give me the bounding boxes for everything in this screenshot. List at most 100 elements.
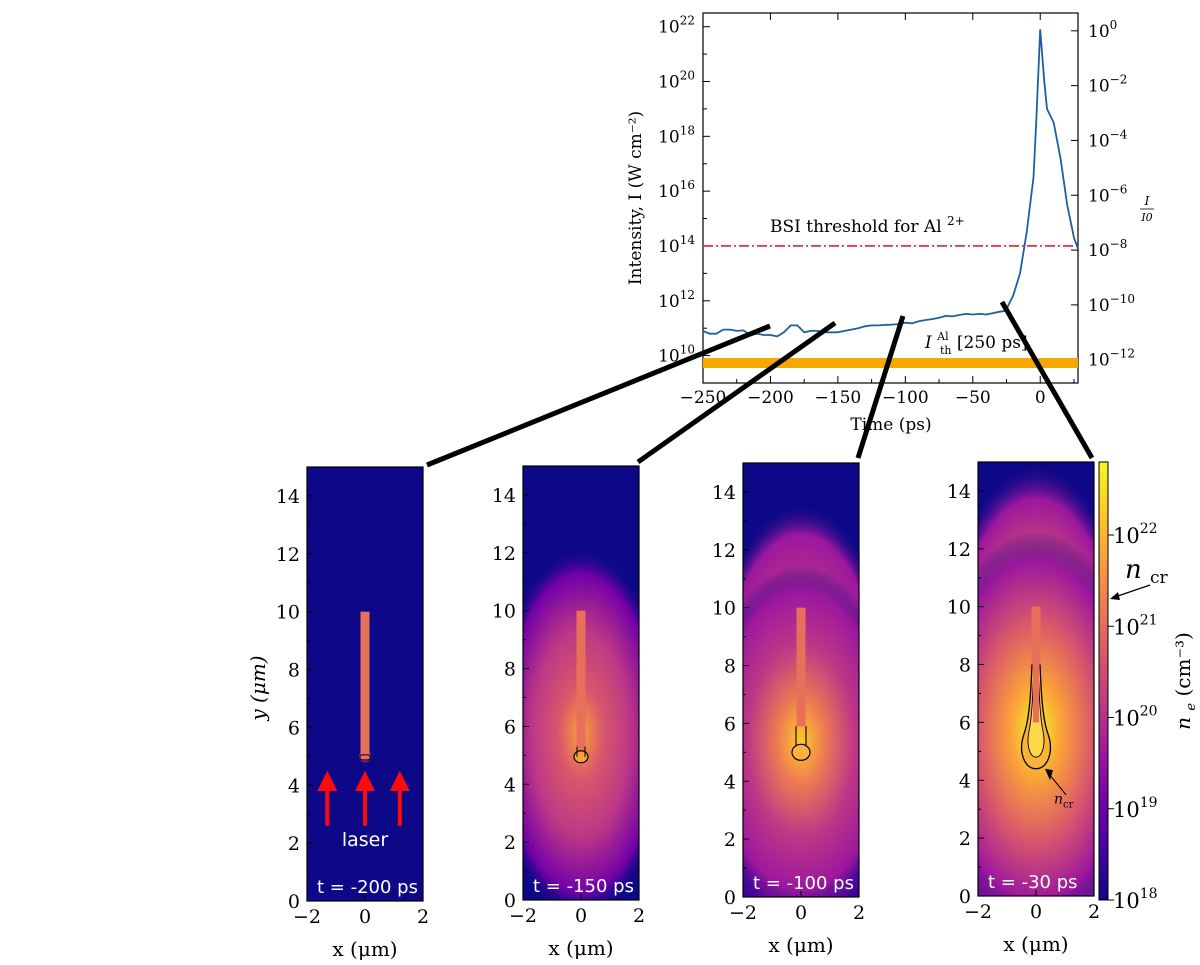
- top-x-tick-label: 0: [1035, 388, 1046, 408]
- panel-x-tick-label: −2: [509, 905, 537, 927]
- connector-line-2: [636, 320, 837, 465]
- laser-label: laser: [342, 829, 389, 851]
- contour-pointer-head: [1045, 768, 1053, 781]
- tick-base: 10: [1088, 296, 1110, 316]
- threshold-label-sup: Al: [936, 330, 949, 343]
- panel-time-label: t = -150 ps: [533, 876, 634, 897]
- tick-exponent: 22: [1140, 521, 1158, 537]
- tick-base: 10: [658, 127, 680, 147]
- tick-base: 10: [1088, 186, 1110, 206]
- colorbar-label-sub: e: [1184, 703, 1199, 711]
- colorbar-label-units: (cm⁻³): [1171, 632, 1195, 696]
- top-y2-tick-label: 10−12: [1088, 347, 1135, 371]
- top-y-tick-label: 1022: [658, 14, 695, 38]
- tick-exponent: 18: [680, 123, 695, 137]
- threshold-label-bracket: [250 ps]: [957, 333, 1028, 353]
- colorbar-label-symbol: n: [1171, 717, 1195, 730]
- threshold-label: I Al th [250 ps]: [924, 325, 1028, 359]
- ncr-marker-sub: cr: [1150, 568, 1169, 588]
- critical-density-contour: [791, 743, 811, 761]
- tick-exponent: −4: [1110, 127, 1128, 141]
- connector-lines: [426, 300, 1095, 468]
- colorbar-label: n e (cm⁻³): [1171, 632, 1200, 730]
- top-y-tick-label: 1020: [658, 69, 695, 93]
- top-x-tick-label: −150: [815, 388, 862, 408]
- top-y2-tick-label: 100: [1088, 18, 1117, 42]
- panel-y-tick-label: 6: [959, 712, 971, 734]
- panel-x-axis-label: x (μm): [768, 933, 833, 957]
- target-rod: [576, 610, 586, 750]
- panel-x-tick-label: 0: [575, 905, 587, 927]
- panel-y-tick-label: 14: [492, 485, 516, 507]
- laser-arrow-head: [317, 770, 338, 792]
- top-y2-tick-label: 10−10: [1088, 292, 1135, 316]
- panel-x-tick-label: 2: [633, 905, 645, 927]
- critical-density-contour: [573, 750, 589, 764]
- panel-y-tick-label: 0: [959, 886, 971, 908]
- panel-y-tick-label: 10: [276, 602, 300, 624]
- top-y-tick-label: 1014: [658, 233, 695, 257]
- threshold-label-symbol: I: [924, 333, 932, 353]
- tick-base: 10: [1113, 707, 1140, 731]
- panel-x-tick-label: 0: [1030, 901, 1042, 923]
- panel-y-tick-label: 14: [276, 486, 300, 508]
- panel-y-tick-label: 12: [947, 539, 971, 561]
- tick-exponent: −6: [1110, 182, 1128, 196]
- tick-base: 10: [1113, 524, 1140, 548]
- panel-y-tick-label: 6: [288, 717, 300, 739]
- intensity-series-line: [702, 29, 1079, 338]
- panel-y-tick-label: 8: [724, 656, 736, 678]
- panel-y-tick-label: 0: [504, 890, 516, 912]
- panel-time-label: t = -100 ps: [753, 873, 854, 894]
- top-y-tick-label: 1016: [658, 178, 695, 202]
- top-y2-tick-label: 10−8: [1088, 237, 1127, 261]
- panel-y-tick-label: 2: [288, 833, 300, 855]
- panel-y-tick-label: 0: [724, 887, 736, 909]
- tick-exponent: 20: [1140, 704, 1158, 720]
- tick-exponent: 12: [680, 288, 695, 302]
- tick-exponent: −2: [1110, 73, 1128, 87]
- target-rod-lower: [1033, 664, 1039, 723]
- tick-base: 10: [1088, 131, 1110, 151]
- top-y2-tick-label: 10−6: [1088, 182, 1127, 206]
- top-y-tick-label: 1018: [658, 123, 695, 147]
- top-x-tick-label: −50: [955, 388, 991, 408]
- tick-exponent: 22: [680, 14, 695, 28]
- tick-base: 10: [1113, 798, 1140, 822]
- colorbar-tick-label: 1022: [1113, 521, 1158, 548]
- panel-y-tick-label: 4: [959, 770, 971, 792]
- panel-time-label: t = -200 ps: [317, 877, 418, 898]
- critical-density-contour: [359, 754, 371, 761]
- laser-arrow-head: [389, 770, 410, 792]
- tick-exponent: 20: [680, 69, 695, 83]
- panel-y-tick-label: 12: [276, 544, 300, 566]
- tick-exponent: 21: [1140, 612, 1158, 628]
- panel-y-tick-label: 8: [504, 659, 516, 681]
- tick-base: 10: [1088, 241, 1110, 261]
- colorbar-tick-label: 1018: [1113, 886, 1158, 913]
- panel-x-tick-label: 2: [1088, 901, 1100, 923]
- panel-x-tick-label: −2: [964, 901, 992, 923]
- panel-field: laser t = -200 ps: [317, 611, 418, 898]
- top-y-tick-label: 1012: [658, 288, 695, 312]
- bsi-label-main: BSI threshold for Al: [770, 217, 942, 237]
- colorbar-tick-label: 1019: [1113, 795, 1158, 822]
- panel-y-tick-label: 6: [724, 713, 736, 735]
- tick-base: 10: [658, 18, 680, 38]
- panel-x-tick-label: 0: [795, 902, 807, 924]
- panel-y-tick-label: 10: [712, 598, 736, 620]
- panel-y-tick-label: 2: [959, 828, 971, 850]
- panel-y-tick-label: 10: [492, 601, 516, 623]
- tick-exponent: 19: [1140, 795, 1158, 811]
- panel-y-tick-label: 12: [712, 540, 736, 562]
- top-right-axis-label: I I0: [1140, 194, 1154, 224]
- laser-arrow-head: [355, 770, 375, 792]
- panel-y-tick-label: 2: [724, 829, 736, 851]
- panel-field: t = -100 ps: [743, 501, 859, 897]
- panel-y-tick-label: 4: [288, 775, 300, 797]
